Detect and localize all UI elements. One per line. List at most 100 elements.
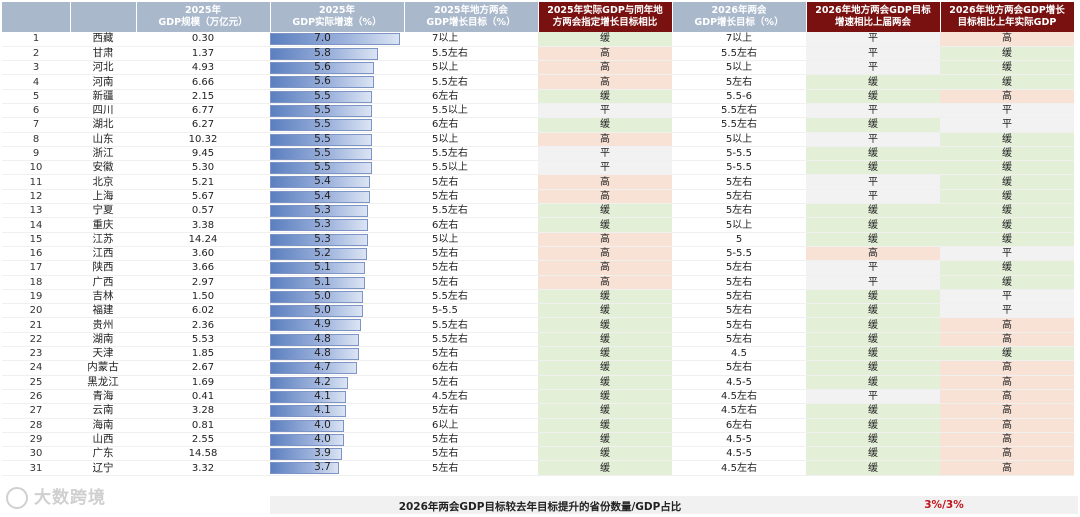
vs-actual-cell: 高 <box>940 360 1074 376</box>
compare-2025-cell: 缓 <box>538 332 672 348</box>
growth-value: 4.8 <box>314 347 331 360</box>
growth-cell: 4.7 <box>270 360 404 376</box>
growth-cell: 5.5 <box>270 146 404 162</box>
growth-bar <box>270 233 368 246</box>
compare-2025-cell: 高 <box>538 246 672 262</box>
growth-value: 5.3 <box>314 204 331 217</box>
table-row: 12 上海 5.67 5.4 5左右高 5左右平缓 <box>2 189 1074 205</box>
target-2025-cell: 5.5左右 <box>404 146 538 162</box>
gdp-size-cell: 4.93 <box>136 60 270 76</box>
gdp-size-cell: 5.67 <box>136 189 270 205</box>
vs-prev-cell: 缓 <box>806 89 940 104</box>
target-2025-cell: 5以上 <box>404 132 538 147</box>
province-cell: 辽宁 <box>70 460 136 476</box>
target-2025-cell: 5以上 <box>404 232 538 247</box>
compare-2025-cell: 高 <box>538 132 672 147</box>
compare-2025-cell: 平 <box>538 103 672 119</box>
target-2026-cell: 7以上 <box>672 32 806 47</box>
table-row: 21 贵州 2.36 4.9 5.5左右缓 5左右缓高 <box>2 317 1074 333</box>
gdp-size-cell: 0.30 <box>136 32 270 47</box>
rank-cell: 13 <box>2 203 70 219</box>
growth-bar <box>270 405 346 417</box>
gdp-size-cell: 6.27 <box>136 117 270 133</box>
target-2025-cell: 5左右 <box>404 460 538 476</box>
vs-prev-cell: 缓 <box>806 217 940 233</box>
gdp-size-cell: 3.38 <box>136 217 270 233</box>
province-cell: 天津 <box>70 346 136 362</box>
target-2025-cell: 6左右 <box>404 89 538 104</box>
growth-value: 7.0 <box>314 32 331 44</box>
target-2025-cell: 5.5左右 <box>404 46 538 62</box>
table-row: 24 内蒙古 2.67 4.7 6左右缓 5左右缓高 <box>2 360 1074 376</box>
vs-actual-cell: 缓 <box>940 217 1074 233</box>
target-2025-cell: 5左右 <box>404 446 538 462</box>
header-vs-actual: 2026年地方两会GDP增长 目标相比上年实际GDP <box>940 2 1075 32</box>
target-2026-cell: 5左右 <box>672 275 806 290</box>
gdp-size-cell: 6.77 <box>136 103 270 119</box>
rank-cell: 19 <box>2 289 70 305</box>
growth-bar <box>270 433 344 446</box>
growth-bar <box>270 362 357 375</box>
growth-cell: 5.3 <box>270 203 404 219</box>
table-row: 1 西藏 0.30 7.0 7以上缓 7以上平高 <box>2 32 1074 47</box>
table-row: 6 四川 6.77 5.5 5.5以上平 5.5左右平平 <box>2 103 1074 119</box>
gdp-size-cell: 3.66 <box>136 260 270 276</box>
province-cell: 山东 <box>70 132 136 147</box>
province-cell: 福建 <box>70 303 136 319</box>
vs-actual-cell: 平 <box>940 117 1074 133</box>
summary-footer: 2026年两会GDP目标较去年目标提升的省份数量/GDP占比 3%/3% <box>270 496 1078 514</box>
province-cell: 黑龙江 <box>70 375 136 390</box>
vs-actual-cell: 高 <box>940 317 1074 333</box>
compare-2025-cell: 缓 <box>538 289 672 305</box>
header-vs-prev-text: 2026年地方两会GDP目标 增速相比上届两会 <box>815 5 931 28</box>
growth-cell: 4.9 <box>270 317 404 333</box>
rank-cell: 11 <box>2 174 70 190</box>
growth-bar <box>270 290 363 303</box>
growth-value: 5.4 <box>314 189 331 202</box>
gdp-target-table: 2025年 GDP规模（万亿元） 2025年 GDP实际增速（%） 2025年地… <box>2 2 1075 476</box>
rank-cell: 10 <box>2 160 70 176</box>
growth-bar <box>270 276 365 289</box>
growth-bar <box>270 390 346 403</box>
growth-cell: 5.5 <box>270 132 404 147</box>
compare-2025-cell: 高 <box>538 46 672 62</box>
vs-actual-cell: 高 <box>940 403 1074 419</box>
vs-prev-cell: 平 <box>806 132 940 147</box>
province-cell: 湖北 <box>70 117 136 133</box>
table-row: 7 湖北 6.27 5.5 6左右缓 5.5左右缓平 <box>2 117 1074 133</box>
target-2025-cell: 5.5左右 <box>404 332 538 348</box>
growth-value: 4.2 <box>314 375 331 388</box>
growth-bar <box>270 104 372 117</box>
target-2026-cell: 5以上 <box>672 217 806 233</box>
growth-bar <box>270 190 370 203</box>
table-row: 3 河北 4.93 5.6 5以上高 5以上平缓 <box>2 60 1074 76</box>
vs-prev-cell: 平 <box>806 60 940 76</box>
header-row: 2025年 GDP规模（万亿元） 2025年 GDP实际增速（%） 2025年地… <box>2 2 1075 32</box>
province-cell: 云南 <box>70 403 136 419</box>
growth-value: 4.8 <box>314 332 331 345</box>
compare-2025-cell: 缓 <box>538 446 672 462</box>
compare-2025-cell: 高 <box>538 74 672 90</box>
province-cell: 安徽 <box>70 160 136 176</box>
rank-cell: 24 <box>2 360 70 376</box>
vs-actual-cell: 缓 <box>940 232 1074 247</box>
gdp-size-cell: 2.36 <box>136 317 270 333</box>
target-2026-cell: 5左右 <box>672 289 806 305</box>
vs-prev-cell: 缓 <box>806 289 940 305</box>
compare-2025-cell: 高 <box>538 60 672 76</box>
growth-cell: 5.5 <box>270 117 404 133</box>
table-row: 25 黑龙江 1.69 4.2 5左右缓 4.5-5 缓高 <box>2 375 1074 390</box>
compare-2025-cell: 缓 <box>538 32 672 47</box>
target-2025-cell: 5.5左右 <box>404 289 538 305</box>
growth-bar <box>270 76 374 89</box>
vs-prev-cell: 缓 <box>806 117 940 133</box>
vs-actual-cell: 平 <box>940 303 1074 319</box>
target-2026-cell: 5以上 <box>672 132 806 147</box>
rank-cell: 15 <box>2 232 70 247</box>
compare-2025-cell: 缓 <box>538 217 672 233</box>
target-2026-cell: 4.5左右 <box>672 403 806 419</box>
table-row: 14 重庆 3.38 5.3 6左右缓 5以上缓缓 <box>2 217 1074 233</box>
growth-cell: 5.3 <box>270 232 404 247</box>
vs-actual-cell: 缓 <box>940 189 1074 205</box>
growth-value: 5.5 <box>314 89 331 102</box>
